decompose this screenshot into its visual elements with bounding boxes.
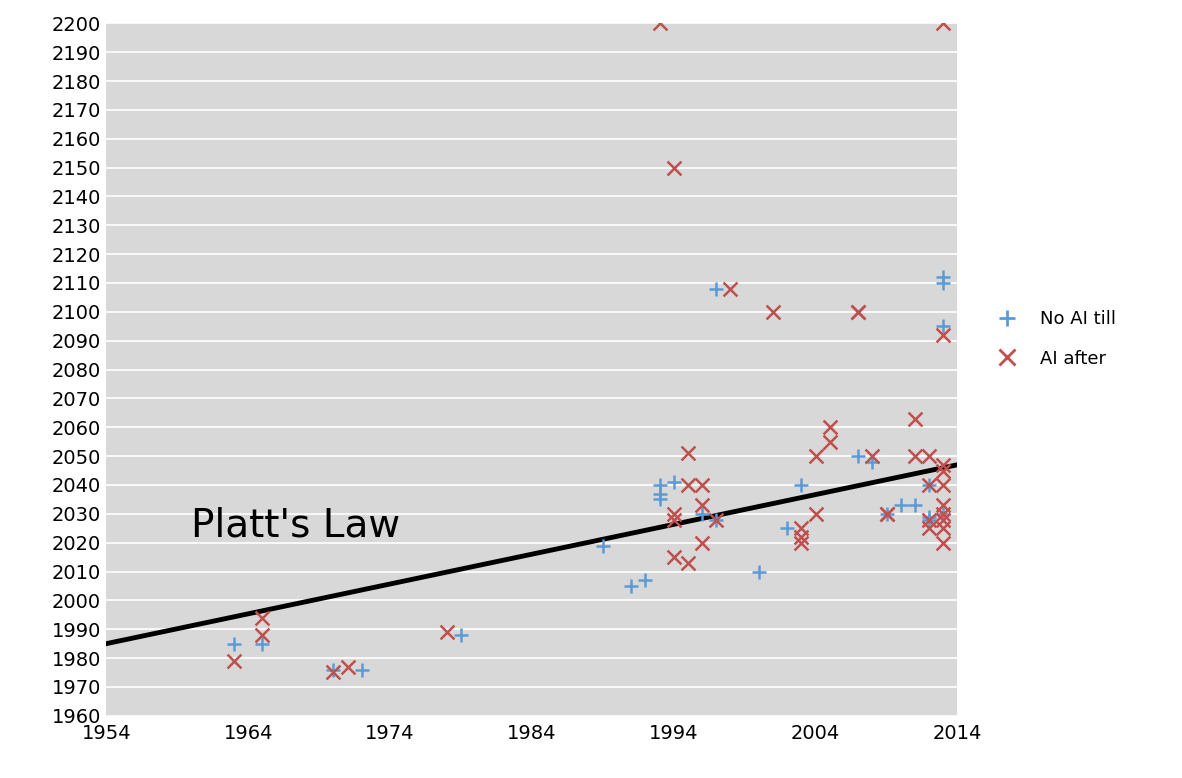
No AI till: [650, 487, 669, 499]
No AI till: [253, 637, 272, 650]
AI after: [678, 556, 697, 569]
No AI till: [749, 566, 768, 578]
No AI till: [934, 277, 953, 289]
AI after: [650, 17, 669, 30]
AI after: [253, 612, 272, 624]
No AI till: [593, 539, 612, 552]
No AI till: [664, 476, 683, 489]
No AI till: [849, 450, 868, 462]
AI after: [792, 536, 811, 548]
AI after: [905, 450, 924, 462]
No AI till: [934, 507, 953, 520]
AI after: [849, 306, 868, 318]
No AI till: [934, 320, 953, 332]
AI after: [664, 551, 683, 563]
AI after: [934, 507, 953, 520]
AI after: [664, 513, 683, 526]
AI after: [934, 513, 953, 526]
AI after: [934, 17, 953, 30]
AI after: [820, 436, 839, 448]
AI after: [806, 507, 825, 520]
AI after: [253, 629, 272, 641]
No AI till: [778, 522, 797, 534]
AI after: [225, 655, 243, 668]
AI after: [863, 450, 882, 462]
No AI till: [650, 478, 669, 491]
No AI till: [352, 664, 371, 676]
AI after: [693, 478, 712, 491]
No AI till: [452, 629, 470, 641]
No AI till: [636, 574, 655, 587]
No AI till: [877, 507, 896, 520]
AI after: [437, 626, 456, 638]
AI after: [764, 306, 782, 318]
AI after: [664, 507, 683, 520]
AI after: [678, 447, 697, 460]
AI after: [849, 306, 868, 318]
No AI till: [891, 499, 910, 511]
AI after: [338, 661, 357, 673]
No AI till: [225, 637, 243, 650]
No AI till: [650, 493, 669, 506]
No AI till: [324, 664, 343, 676]
No AI till: [920, 513, 939, 526]
No AI till: [792, 478, 811, 491]
AI after: [934, 536, 953, 548]
AI after: [707, 513, 726, 526]
AI after: [693, 499, 712, 511]
AI after: [721, 282, 740, 295]
AI after: [934, 328, 953, 341]
No AI till: [863, 456, 882, 468]
AI after: [792, 522, 811, 534]
AI after: [920, 522, 939, 534]
AI after: [905, 412, 924, 425]
AI after: [820, 421, 839, 433]
No AI till: [622, 580, 641, 592]
No AI till: [707, 513, 726, 526]
No AI till: [920, 478, 939, 491]
AI after: [324, 666, 343, 678]
AI after: [920, 450, 939, 462]
AI after: [877, 507, 896, 520]
AI after: [934, 522, 953, 534]
No AI till: [920, 510, 939, 523]
AI after: [693, 536, 712, 548]
AI after: [806, 450, 825, 462]
No AI till: [693, 507, 712, 520]
AI after: [934, 464, 953, 477]
Legend: No AI till, AI after: No AI till, AI after: [975, 296, 1130, 382]
AI after: [934, 478, 953, 491]
No AI till: [707, 282, 726, 295]
AI after: [792, 531, 811, 543]
AI after: [920, 478, 939, 491]
AI after: [664, 161, 683, 173]
AI after: [877, 507, 896, 520]
No AI till: [934, 271, 953, 283]
AI after: [678, 478, 697, 491]
AI after: [934, 499, 953, 511]
Text: Platt's Law: Platt's Law: [191, 507, 401, 545]
AI after: [920, 513, 939, 526]
AI after: [934, 458, 953, 471]
No AI till: [905, 499, 924, 511]
